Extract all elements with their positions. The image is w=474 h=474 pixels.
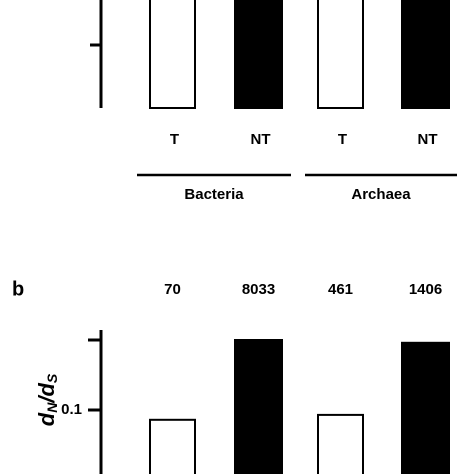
bar (317, 413, 364, 474)
group-label: Archaea (351, 186, 411, 203)
count-label: 1406 (409, 281, 442, 298)
y-axis-label: dN/dS (34, 373, 60, 426)
count-label: 8033 (242, 281, 275, 298)
bar (234, 339, 283, 474)
bar (401, 341, 450, 474)
bar (317, 0, 364, 109)
x-tick-label: T (338, 131, 347, 148)
bar (149, 0, 196, 109)
count-label: 70 (164, 281, 181, 298)
bar (234, 0, 283, 109)
count-label: 461 (328, 281, 353, 298)
x-tick-label: NT (251, 131, 271, 148)
panel-label: b (12, 278, 24, 300)
y-tick-label: 0.1 (61, 401, 82, 418)
bar (149, 418, 196, 474)
bar (401, 0, 450, 109)
group-label: Bacteria (184, 186, 244, 203)
x-tick-label: T (170, 131, 179, 148)
x-tick-label: NT (418, 131, 438, 148)
